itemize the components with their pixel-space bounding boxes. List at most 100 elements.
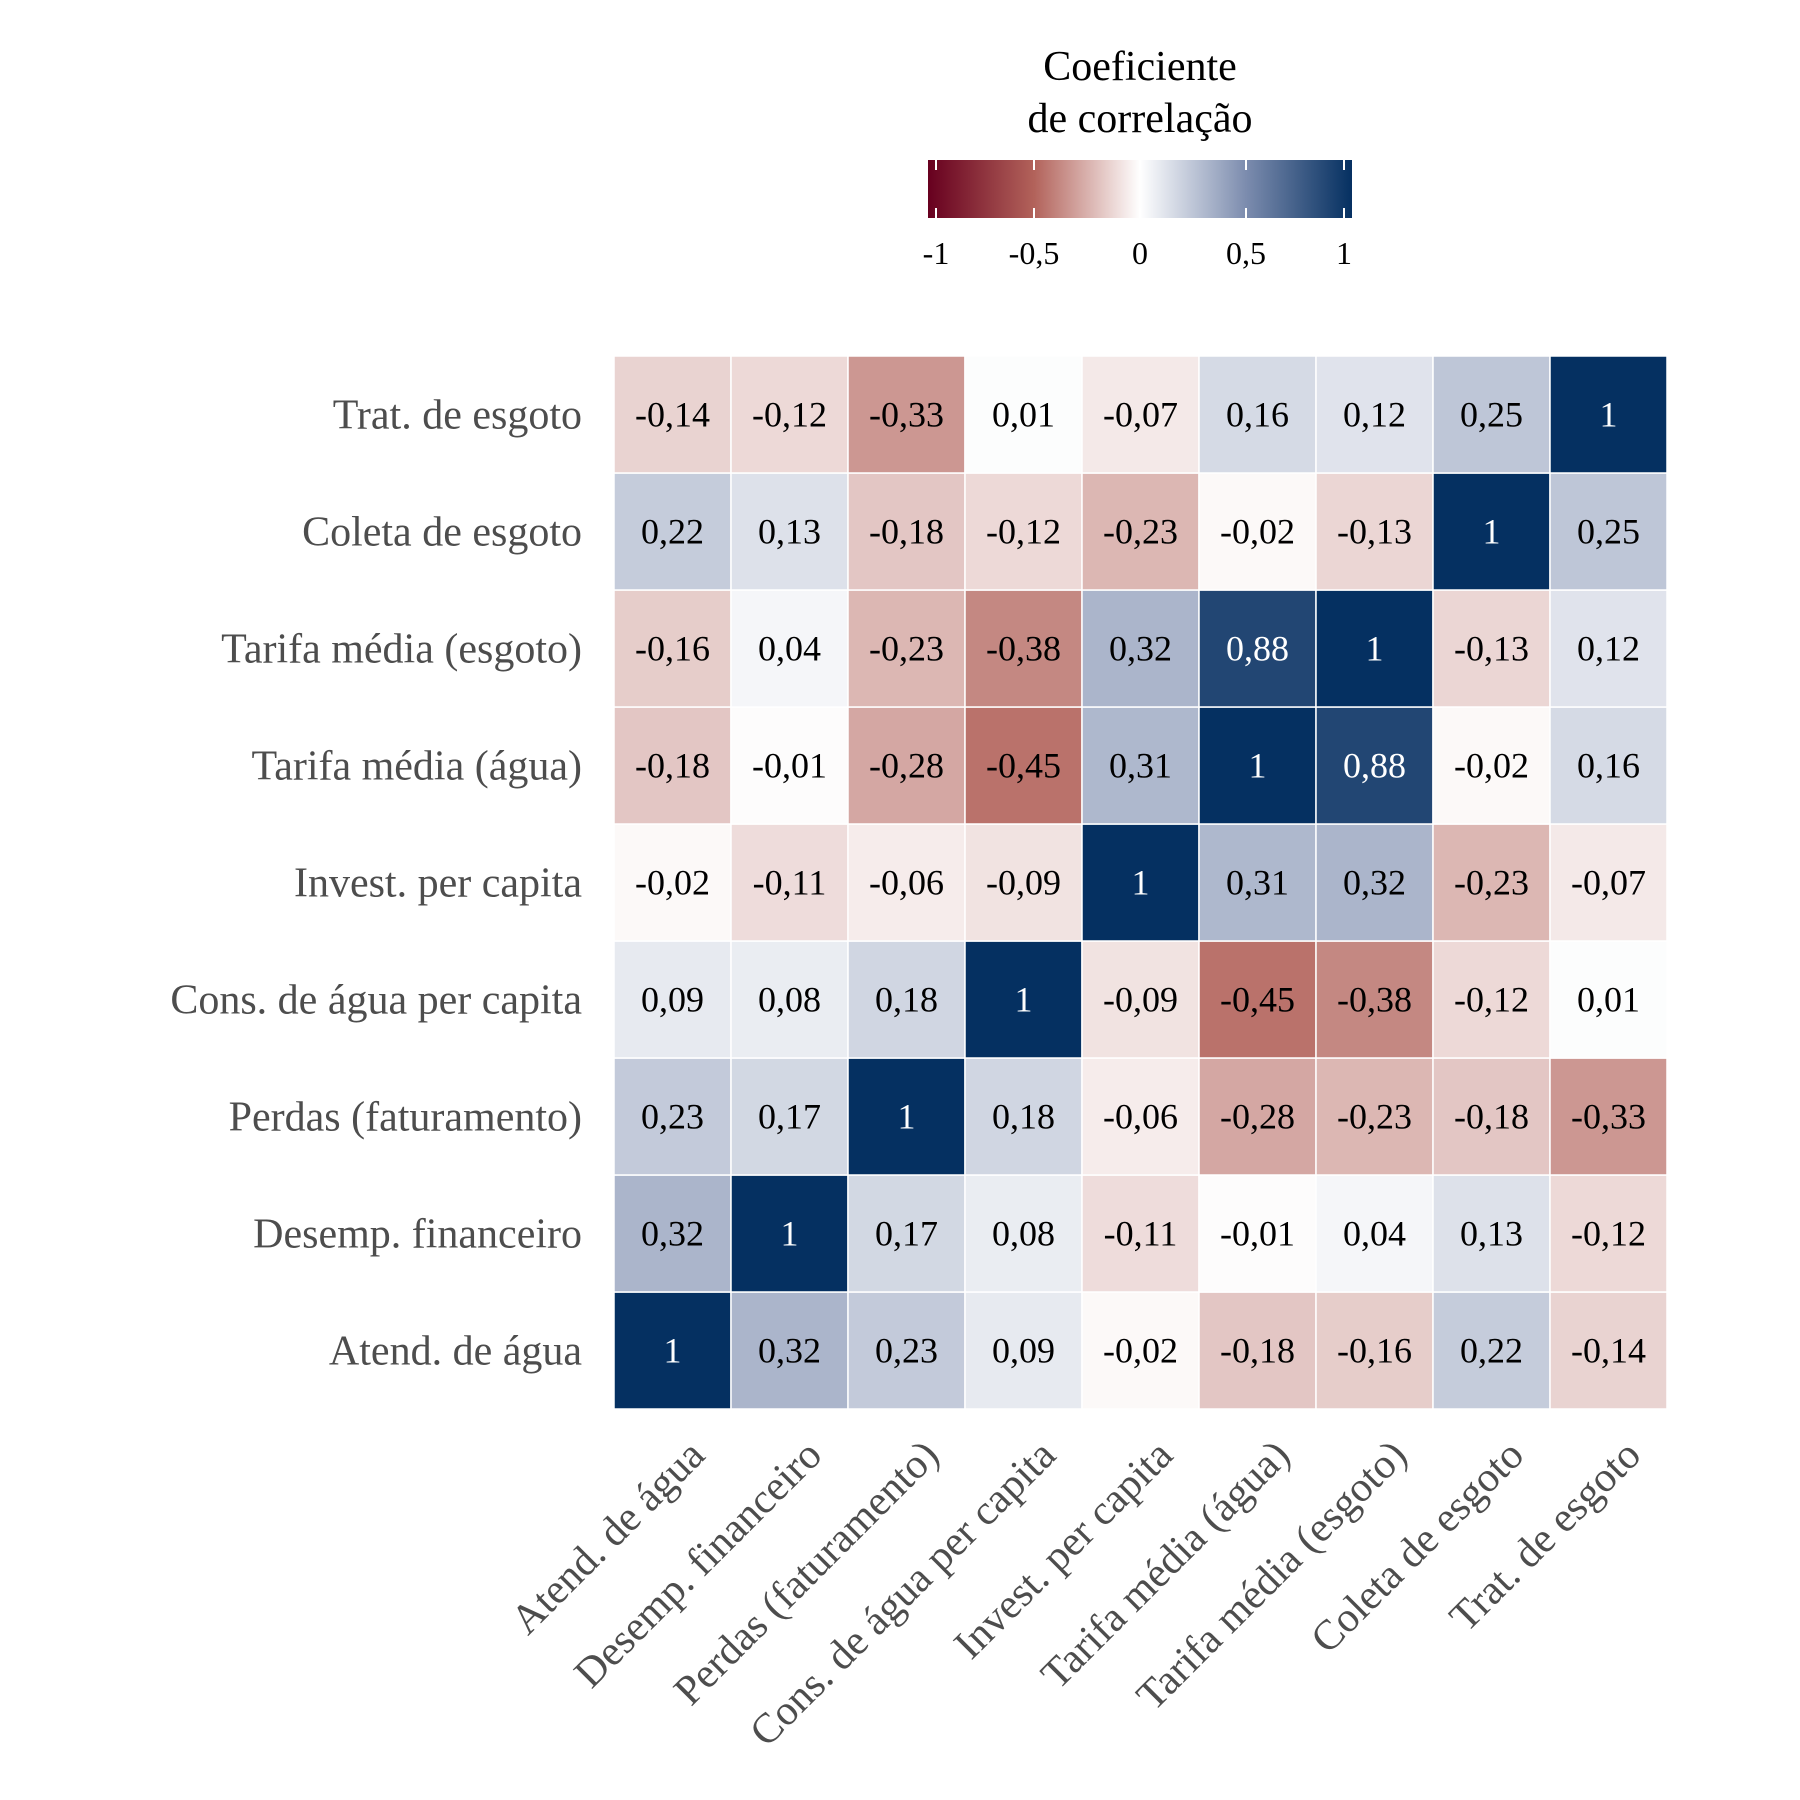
heatmap-cell bbox=[1549, 1174, 1668, 1293]
cell-value-label: 0,32 bbox=[1343, 863, 1406, 903]
heatmap-cell bbox=[613, 589, 732, 708]
heatmap-cell bbox=[613, 706, 732, 825]
cell-value-label: -0,23 bbox=[1337, 1097, 1412, 1137]
heatmap-cell bbox=[613, 1057, 732, 1176]
legend-tick-label: 0,5 bbox=[1226, 235, 1266, 271]
cell-value-label: -0,18 bbox=[635, 746, 710, 786]
heatmap-cell bbox=[1549, 1291, 1668, 1410]
cell-value-label: 0,23 bbox=[641, 1097, 704, 1137]
legend-tick-label: 0 bbox=[1132, 235, 1148, 271]
y-tick-label: Coleta de esgoto bbox=[302, 510, 582, 556]
heatmap-cell bbox=[730, 472, 849, 591]
cell-value-label: -0,12 bbox=[986, 512, 1061, 552]
cell-value-label: 0,88 bbox=[1343, 746, 1406, 786]
heatmap-cell bbox=[1198, 589, 1317, 708]
heatmap-cell bbox=[1081, 1057, 1200, 1176]
heatmap-cell bbox=[1315, 1291, 1434, 1410]
heatmap-cell bbox=[964, 472, 1083, 591]
heatmap-cell bbox=[1549, 823, 1668, 942]
y-tick-label: Desemp. financeiro bbox=[253, 1212, 582, 1258]
heatmap-cell bbox=[1081, 589, 1200, 708]
cell-value-label: 0,17 bbox=[875, 1214, 938, 1254]
cell-value-label: -0,01 bbox=[1220, 1214, 1295, 1254]
cell-value-label: 0,17 bbox=[758, 1097, 821, 1137]
heatmap-cell bbox=[964, 355, 1083, 474]
heatmap-cell bbox=[1315, 940, 1434, 1059]
heatmap-cell bbox=[1549, 940, 1668, 1059]
cell-value-label: -0,14 bbox=[1571, 1331, 1646, 1371]
cell-value-label: -0,14 bbox=[635, 395, 710, 435]
cell-value-label: 0,01 bbox=[992, 395, 1055, 435]
heatmap-cell bbox=[1549, 355, 1668, 474]
cell-value-label: 0,18 bbox=[875, 980, 938, 1020]
cell-value-label: -0,23 bbox=[1454, 863, 1529, 903]
y-tick-label: Cons. de água per capita bbox=[170, 978, 582, 1024]
cell-value-label: -0,16 bbox=[635, 629, 710, 669]
heatmap-cell bbox=[1198, 355, 1317, 474]
y-tick-label: Tarifa média (esgoto) bbox=[221, 627, 582, 673]
heatmap-cell bbox=[1549, 706, 1668, 825]
cell-value-label: -0,18 bbox=[1454, 1097, 1529, 1137]
cell-value-label: -0,01 bbox=[752, 746, 827, 786]
heatmap-cell bbox=[1432, 355, 1551, 474]
cell-value-label: 0,32 bbox=[758, 1331, 821, 1371]
heatmap-cell bbox=[1198, 823, 1317, 942]
heatmap-cell bbox=[730, 1057, 849, 1176]
heatmap-cell bbox=[1198, 472, 1317, 591]
heatmap-cell bbox=[1432, 1057, 1551, 1176]
heatmap-cell bbox=[1432, 940, 1551, 1059]
heatmap-cell bbox=[730, 823, 849, 942]
cell-value-label: -0,11 bbox=[1104, 1214, 1178, 1254]
cell-value-label: -0,13 bbox=[1454, 629, 1529, 669]
cell-value-label: 1 bbox=[1132, 863, 1150, 903]
cell-value-label: -0,06 bbox=[1103, 1097, 1178, 1137]
cell-value-label: 0,22 bbox=[641, 512, 704, 552]
heatmap-cell bbox=[1315, 472, 1434, 591]
cell-value-label: -0,13 bbox=[1337, 512, 1412, 552]
cell-value-label: 0,88 bbox=[1226, 629, 1289, 669]
y-tick-label: Perdas (faturamento) bbox=[229, 1095, 582, 1141]
heatmap-cell bbox=[1081, 823, 1200, 942]
cell-value-label: 1 bbox=[1249, 746, 1267, 786]
y-tick-label: Trat. de esgoto bbox=[333, 393, 582, 439]
cell-value-label: 0,31 bbox=[1109, 746, 1172, 786]
y-axis-tick-labels: Atend. de água Desemp. financeiro Perdas (… bbox=[170, 393, 582, 1375]
legend-title-line1: Coeficiente bbox=[1043, 44, 1237, 90]
cell-value-label: 0,08 bbox=[992, 1214, 1055, 1254]
cell-value-label: 0,18 bbox=[992, 1097, 1055, 1137]
cell-value-label: 0,13 bbox=[1460, 1214, 1523, 1254]
heatmap-cell bbox=[1081, 706, 1200, 825]
cell-value-label: -0,02 bbox=[635, 863, 710, 903]
cell-value-label: 0,32 bbox=[641, 1214, 704, 1254]
heatmap-cell bbox=[730, 940, 849, 1059]
heatmap-cell bbox=[1432, 1174, 1551, 1293]
cell-value-label: 1 bbox=[1015, 980, 1033, 1020]
cell-value-label: 1 bbox=[1366, 629, 1384, 669]
color-legend: Coeficiente de correlação -1 -0,5 0 0,5 1 bbox=[923, 44, 1352, 271]
heatmap-cell bbox=[964, 823, 1083, 942]
legend-tick-label: 1 bbox=[1336, 235, 1352, 271]
cell-value-label: -0,16 bbox=[1337, 1331, 1412, 1371]
cell-value-label: -0,12 bbox=[752, 395, 827, 435]
heatmap-cell bbox=[1198, 940, 1317, 1059]
heatmap-cell bbox=[964, 940, 1083, 1059]
cell-value-label: 0,32 bbox=[1109, 629, 1172, 669]
cell-value-label: -0,02 bbox=[1454, 746, 1529, 786]
heatmap-cell bbox=[1315, 1174, 1434, 1293]
cell-value-label: 1 bbox=[1483, 512, 1501, 552]
heatmap-cell bbox=[1081, 1174, 1200, 1293]
heatmap-cell bbox=[613, 472, 732, 591]
cell-value-label: -0,09 bbox=[1103, 980, 1178, 1020]
y-tick-label: Atend. de água bbox=[329, 1329, 582, 1375]
cell-value-label: -0,09 bbox=[986, 863, 1061, 903]
heatmap-cell bbox=[964, 1174, 1083, 1293]
cell-value-label: 0,04 bbox=[1343, 1214, 1406, 1254]
cell-value-label: 0,09 bbox=[641, 980, 704, 1020]
heatmap-cell bbox=[1081, 355, 1200, 474]
cell-value-label: 0,23 bbox=[875, 1331, 938, 1371]
heatmap-cell bbox=[730, 355, 849, 474]
cell-value-label: 0,25 bbox=[1460, 395, 1523, 435]
cell-value-label: 0,16 bbox=[1577, 746, 1640, 786]
